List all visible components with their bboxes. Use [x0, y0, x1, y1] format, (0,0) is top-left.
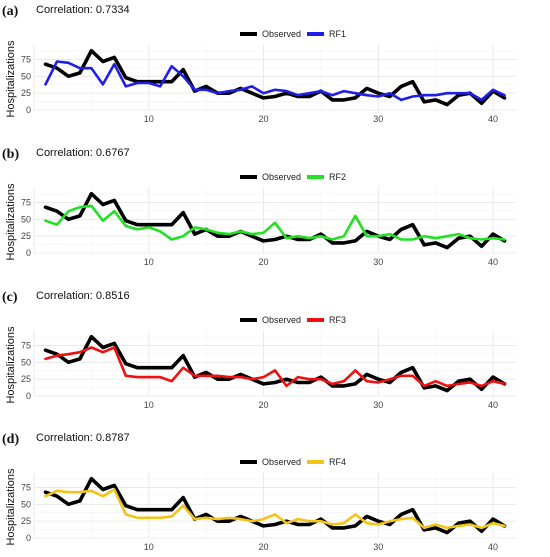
chart-panel-3: (c) Correlation: 0.8516 Observed RF3 0 25 50 75…	[2, 290, 516, 410]
legend-label-observed: Observed	[262, 315, 301, 325]
y-tick-label: 0	[26, 248, 31, 258]
y-tick-label: 75	[21, 54, 31, 64]
chart-panel-2: (b) Correlation: 0.6767 Observed RF2 0 25 50 75…	[2, 147, 516, 267]
y-tick-label: 50	[21, 71, 31, 81]
y-tick-label: 75	[21, 482, 31, 492]
legend-label-model: RF3	[329, 315, 346, 325]
y-tick-label: 25	[21, 374, 31, 384]
y-tick-label: 0	[26, 533, 31, 543]
x-tick-label: 20	[259, 257, 269, 267]
legend-label-model: RF1	[329, 29, 346, 39]
chart-panel-4: (d) Correlation: 0.8787 Observed RF4 0 25 50 75…	[2, 432, 516, 552]
panel-label: (a)	[2, 4, 19, 19]
y-tick-label: 25	[21, 516, 31, 526]
series-line-model	[44, 204, 506, 241]
correlation-title: Correlation: 0.8516	[36, 290, 130, 302]
panel-label: (d)	[2, 432, 19, 447]
series-line-observed	[43, 48, 507, 107]
series-line-observed	[43, 476, 507, 535]
series-line-model	[44, 488, 506, 530]
x-tick-label: 40	[488, 542, 498, 552]
y-tick-label: 75	[21, 340, 31, 350]
x-tick-label: 30	[373, 542, 383, 552]
y-axis-label: Hospitalizations	[5, 326, 17, 404]
x-tick-label: 20	[259, 114, 269, 124]
y-axis-label: Hospitalizations	[5, 183, 17, 261]
x-tick-label: 10	[144, 257, 154, 267]
legend-label-observed: Observed	[262, 172, 301, 182]
y-tick-label: 75	[21, 197, 31, 207]
x-tick-label: 10	[144, 542, 154, 552]
series-line-model	[44, 60, 506, 102]
y-tick-label: 50	[21, 499, 31, 509]
legend-label-model: RF2	[329, 172, 346, 182]
y-tick-label: 0	[26, 105, 31, 115]
legend-label-observed: Observed	[262, 457, 301, 467]
correlation-title: Correlation: 0.7334	[36, 4, 130, 16]
y-axis-label: Hospitalizations	[5, 40, 17, 118]
x-tick-label: 10	[144, 400, 154, 410]
series-line-model	[44, 346, 506, 388]
y-tick-label: 50	[21, 357, 31, 367]
x-tick-label: 40	[488, 114, 498, 124]
y-tick-label: 25	[21, 88, 31, 98]
x-tick-label: 30	[373, 114, 383, 124]
panel-label: (c)	[2, 290, 18, 305]
correlation-title: Correlation: 0.8787	[36, 432, 130, 444]
chart-panel-1: (a) Correlation: 0.7334 Observed RF1 0 25 50 75…	[2, 4, 516, 124]
x-tick-label: 40	[488, 257, 498, 267]
x-tick-label: 20	[259, 542, 269, 552]
panel-label: (b)	[2, 147, 19, 162]
correlation-title: Correlation: 0.6767	[36, 147, 130, 159]
legend-label-model: RF4	[329, 457, 346, 467]
x-tick-label: 20	[259, 400, 269, 410]
x-tick-label: 40	[488, 400, 498, 410]
x-tick-label: 10	[144, 114, 154, 124]
y-tick-label: 0	[26, 391, 31, 401]
y-axis-label: Hospitalizations	[5, 468, 17, 546]
y-tick-label: 25	[21, 231, 31, 241]
series-line-observed	[43, 334, 507, 393]
x-tick-label: 30	[373, 257, 383, 267]
legend-label-observed: Observed	[262, 29, 301, 39]
x-tick-label: 30	[373, 400, 383, 410]
y-tick-label: 50	[21, 214, 31, 224]
series-line-observed	[43, 191, 507, 250]
